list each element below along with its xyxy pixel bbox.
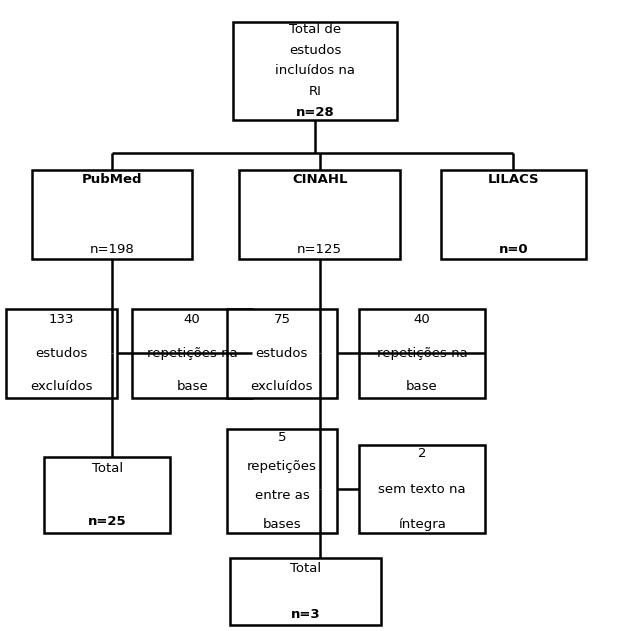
FancyBboxPatch shape bbox=[227, 309, 337, 398]
Text: 2: 2 bbox=[418, 447, 427, 460]
FancyBboxPatch shape bbox=[44, 457, 170, 533]
Text: n=3: n=3 bbox=[290, 608, 321, 622]
Text: entre as: entre as bbox=[255, 489, 309, 502]
Text: n=125: n=125 bbox=[297, 244, 342, 256]
Text: Total de: Total de bbox=[289, 23, 341, 37]
Text: n=198: n=198 bbox=[89, 244, 134, 256]
Text: RI: RI bbox=[309, 85, 321, 98]
Text: íntegra: íntegra bbox=[398, 518, 446, 531]
Text: n=25: n=25 bbox=[88, 516, 127, 528]
Text: 40: 40 bbox=[414, 313, 430, 326]
Text: 5: 5 bbox=[278, 431, 286, 444]
Text: excluídos: excluídos bbox=[30, 380, 93, 394]
Text: repetições: repetições bbox=[247, 460, 317, 473]
FancyBboxPatch shape bbox=[233, 22, 397, 120]
Text: base: base bbox=[406, 380, 438, 394]
Text: n=28: n=28 bbox=[295, 105, 335, 119]
Text: repetições na: repetições na bbox=[147, 347, 238, 360]
Text: bases: bases bbox=[263, 518, 301, 531]
Text: 133: 133 bbox=[49, 313, 74, 326]
FancyBboxPatch shape bbox=[441, 170, 586, 259]
Text: repetições na: repetições na bbox=[377, 347, 467, 360]
FancyBboxPatch shape bbox=[239, 170, 400, 259]
FancyBboxPatch shape bbox=[6, 309, 117, 398]
Text: 75: 75 bbox=[273, 313, 290, 326]
FancyBboxPatch shape bbox=[359, 445, 485, 533]
Text: excluídos: excluídos bbox=[251, 380, 313, 394]
Text: LILACS: LILACS bbox=[488, 173, 539, 186]
Text: 40: 40 bbox=[184, 313, 200, 326]
Text: estudos: estudos bbox=[35, 347, 88, 360]
Text: n=0: n=0 bbox=[498, 244, 529, 256]
Text: incluídos na: incluídos na bbox=[275, 64, 355, 78]
Text: CINAHL: CINAHL bbox=[292, 173, 348, 186]
Text: Total: Total bbox=[290, 562, 321, 575]
FancyBboxPatch shape bbox=[132, 309, 252, 398]
Text: PubMed: PubMed bbox=[81, 173, 142, 186]
Text: estudos: estudos bbox=[289, 44, 341, 57]
FancyBboxPatch shape bbox=[227, 429, 337, 533]
FancyBboxPatch shape bbox=[230, 558, 381, 625]
FancyBboxPatch shape bbox=[32, 170, 192, 259]
Text: estudos: estudos bbox=[256, 347, 308, 360]
Text: sem texto na: sem texto na bbox=[378, 483, 466, 495]
Text: base: base bbox=[176, 380, 208, 394]
FancyBboxPatch shape bbox=[359, 309, 485, 398]
Text: Total: Total bbox=[91, 463, 123, 475]
